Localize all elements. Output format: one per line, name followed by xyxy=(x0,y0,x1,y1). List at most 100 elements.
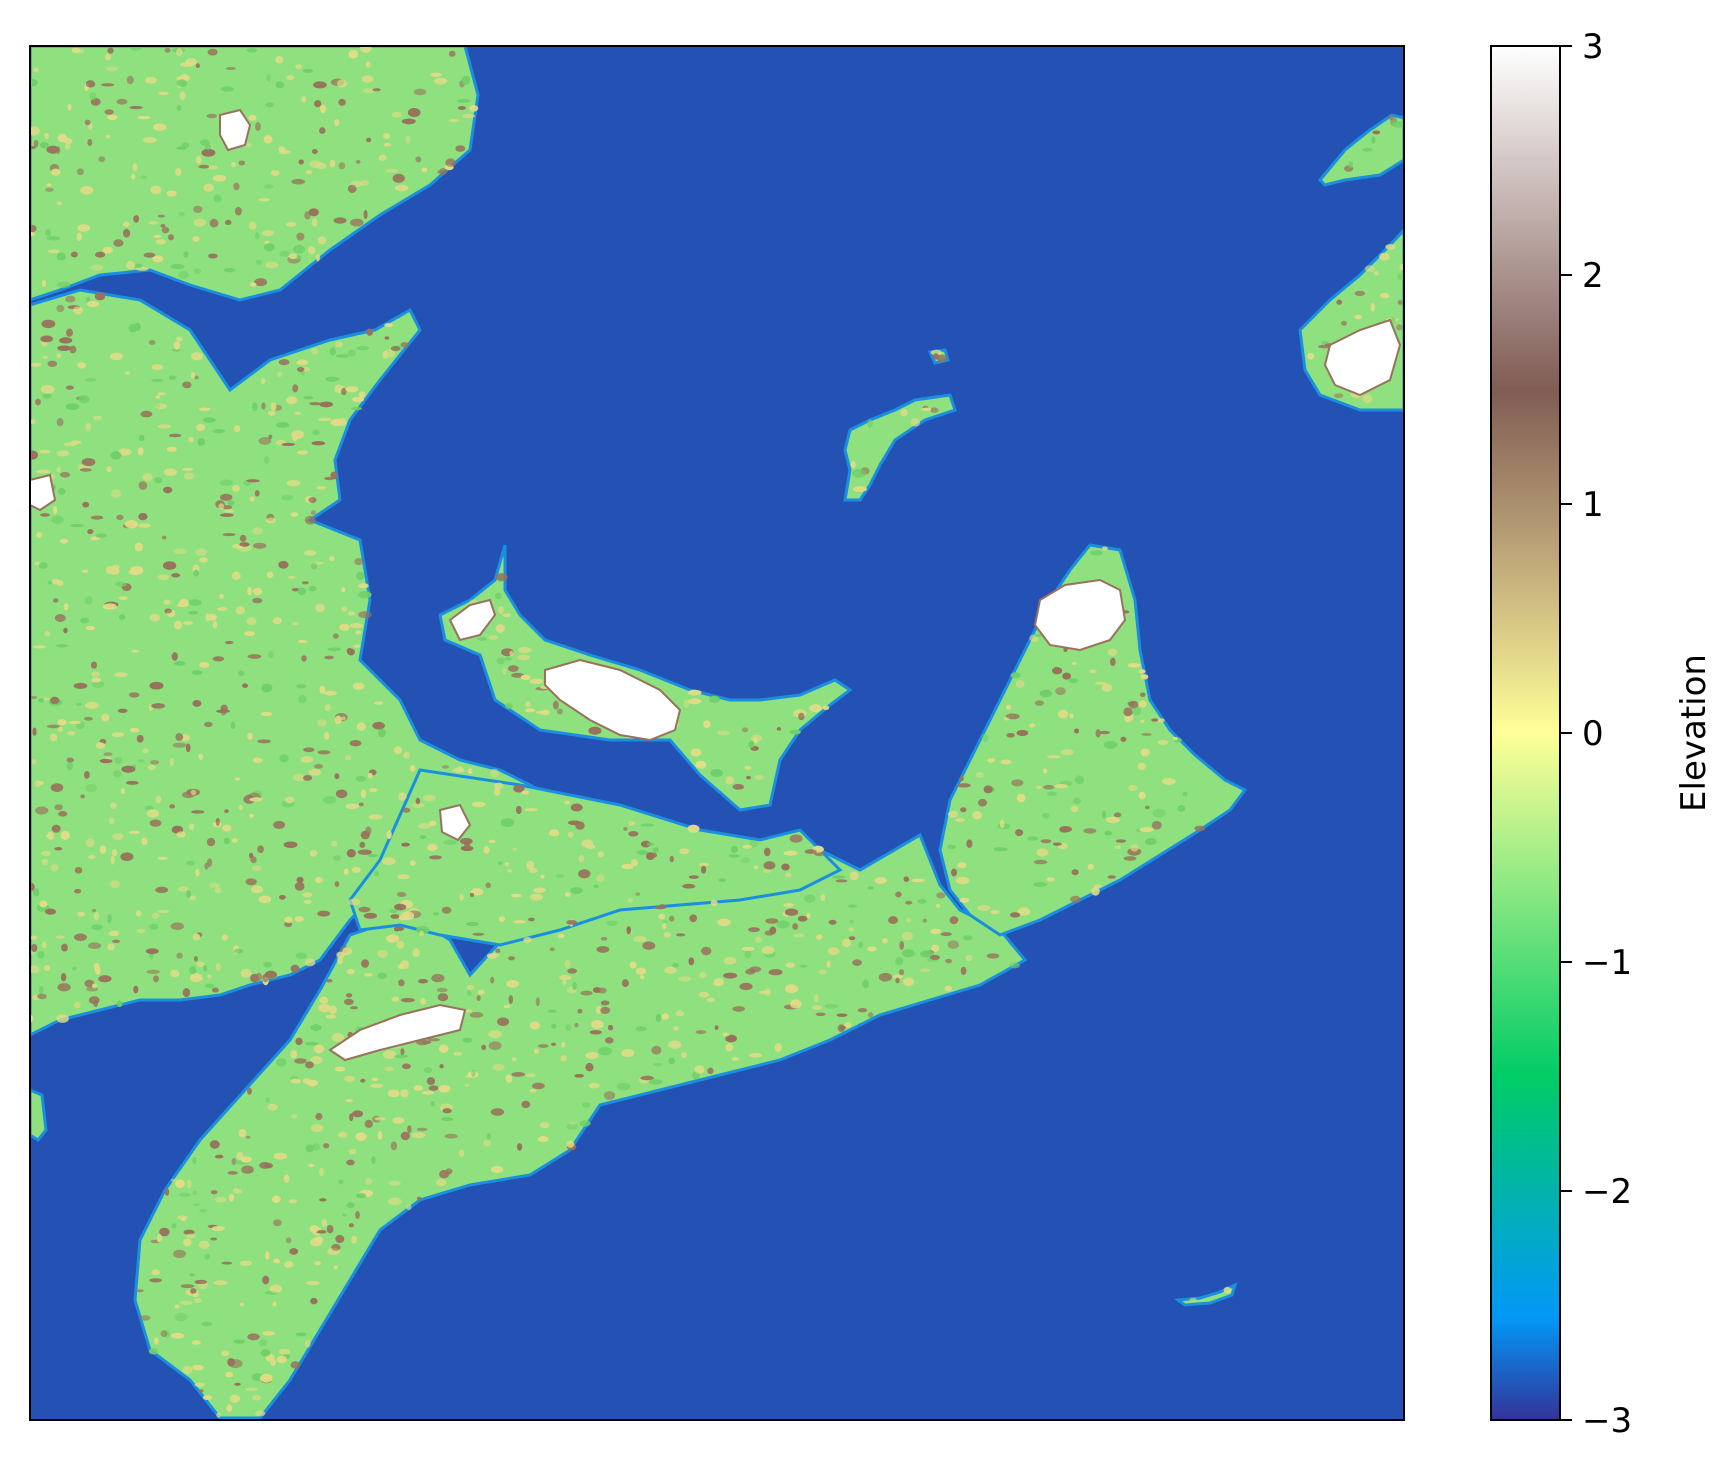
terrain-speckle xyxy=(41,280,47,288)
terrain-speckle xyxy=(273,1219,282,1227)
terrain-speckle xyxy=(768,969,783,976)
terrain-speckle xyxy=(351,866,361,873)
terrain-speckle xyxy=(245,878,257,886)
terrain-speckle xyxy=(107,47,114,54)
terrain-speckle xyxy=(488,1030,503,1039)
terrain-speckle xyxy=(605,1037,614,1044)
terrain-speckle xyxy=(145,948,159,954)
terrain-speckle xyxy=(459,893,464,901)
terrain-speckle xyxy=(166,446,177,452)
terrain-speckle xyxy=(107,943,115,951)
terrain-speckle xyxy=(186,1179,192,1189)
terrain-speckle xyxy=(1354,315,1362,320)
terrain-speckle xyxy=(585,844,596,849)
terrain-speckle xyxy=(371,1156,376,1165)
terrain-speckle xyxy=(374,870,380,877)
terrain-speckle xyxy=(977,905,991,911)
terrain-speckle xyxy=(193,956,198,962)
terrain-speckle xyxy=(504,862,509,867)
terrain-speckle xyxy=(428,1085,439,1091)
terrain-speckle xyxy=(496,657,506,665)
terrain-speckle xyxy=(182,621,194,625)
terrain-speckle xyxy=(60,538,68,544)
terrain-speckle xyxy=(195,423,206,432)
terrain-speckle xyxy=(63,138,73,145)
terrain-speckle xyxy=(136,735,144,743)
terrain-speckle xyxy=(341,606,348,612)
terrain-speckle xyxy=(163,561,177,570)
terrain-speckle xyxy=(959,897,970,903)
terrain-speckle xyxy=(173,661,186,666)
terrain-speckle xyxy=(688,957,695,966)
terrain-speckle xyxy=(263,135,273,144)
terrain-speckle xyxy=(31,758,37,765)
terrain-speckle xyxy=(337,956,343,965)
terrain-speckle xyxy=(164,608,172,614)
terrain-speckle xyxy=(400,1131,410,1141)
terrain-speckle xyxy=(347,648,355,656)
terrain-speckle xyxy=(118,596,128,601)
terrain-speckle xyxy=(361,959,369,968)
terrain-speckle xyxy=(603,1091,616,1100)
terrain-speckle xyxy=(231,571,241,580)
terrain-speckle xyxy=(323,690,337,696)
terrain-speckle xyxy=(410,765,416,772)
terrain-speckle xyxy=(37,781,44,785)
terrain-speckle xyxy=(236,1151,244,1160)
terrain-speckle xyxy=(117,708,128,713)
terrain-speckle xyxy=(342,1213,347,1217)
terrain-speckle xyxy=(329,347,336,356)
terrain-speckle xyxy=(205,144,212,151)
terrain-speckle xyxy=(348,1148,357,1155)
terrain-speckle xyxy=(56,418,64,427)
terrain-speckle xyxy=(196,155,202,164)
terrain-speckle xyxy=(436,987,448,993)
terrain-speckle xyxy=(313,1044,325,1054)
terrain-speckle xyxy=(38,698,44,703)
terrain-speckle xyxy=(87,854,96,859)
terrain-speckle xyxy=(176,146,186,150)
terrain-speckle xyxy=(106,66,118,71)
terrain-speckle xyxy=(168,234,174,241)
terrain-speckle xyxy=(547,1009,557,1013)
terrain-speckle xyxy=(1399,263,1404,271)
terrain-speckle xyxy=(741,947,755,951)
terrain-speckle xyxy=(848,927,854,932)
terrain-speckle xyxy=(398,979,405,987)
terrain-speckle xyxy=(1177,805,1186,812)
terrain-speckle xyxy=(999,819,1005,829)
terrain-speckle xyxy=(103,752,113,756)
terrain-speckle xyxy=(895,977,900,984)
terrain-speckle xyxy=(51,824,61,833)
terrain-speckle xyxy=(359,841,366,849)
terrain-speckle xyxy=(348,49,359,59)
terrain-speckle xyxy=(360,830,370,840)
terrain-speckle xyxy=(85,838,95,847)
terrain-speckle xyxy=(986,953,1000,959)
terrain-speckle xyxy=(189,973,203,983)
terrain-speckle xyxy=(783,850,798,856)
terrain-speckle xyxy=(1074,728,1079,734)
terrain-speckle xyxy=(336,951,346,958)
terrain-speckle xyxy=(312,429,320,436)
terrain-speckle xyxy=(1062,672,1071,680)
terrain-speckle xyxy=(112,939,120,943)
terrain-speckle xyxy=(548,830,560,837)
terrain-speckle xyxy=(858,941,864,948)
terrain-speckle xyxy=(192,1364,204,1371)
terrain-speckle xyxy=(315,877,323,883)
terrain-speckle xyxy=(895,891,902,898)
terrain-speckle xyxy=(244,631,256,636)
terrain-speckle xyxy=(537,1136,549,1143)
terrain-speckle xyxy=(206,113,218,119)
terrain-speckle xyxy=(448,50,456,57)
terrain-speckle xyxy=(960,807,967,813)
terrain-speckle xyxy=(1182,791,1188,797)
terrain-speckle xyxy=(72,966,78,971)
terrain-speckle xyxy=(1058,709,1069,719)
terrain-speckle xyxy=(249,852,254,859)
terrain-speckle xyxy=(201,148,216,157)
terrain-speckle xyxy=(301,581,309,585)
terrain-speckle xyxy=(290,1361,301,1369)
terrain-speckle xyxy=(260,1349,271,1357)
